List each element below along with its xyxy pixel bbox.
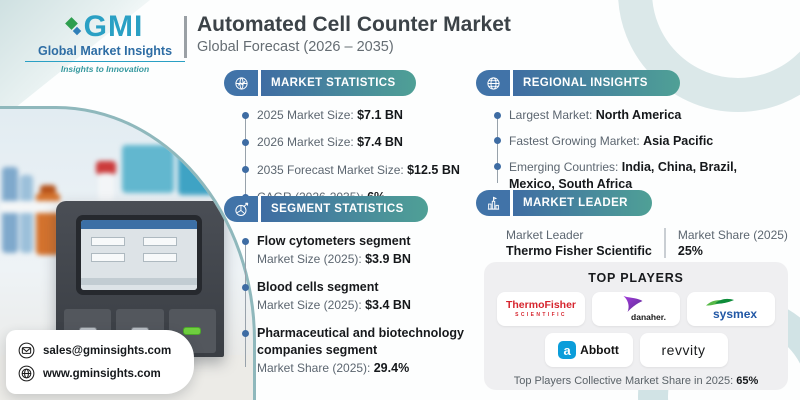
leader-divider: [663, 228, 666, 258]
screen-field: [91, 253, 125, 262]
top-players-row-1: ThermoFisher SCIENTIFIC danaher.: [492, 292, 780, 326]
market-leader-podium-icon: [476, 190, 510, 216]
regional-insights-section: REGIONAL INSIGHTS Largest Market: North …: [476, 70, 792, 202]
screen-field: [143, 253, 177, 262]
contact-email-row[interactable]: sales@gminsights.com: [18, 339, 184, 362]
market-statistics-globe-chart-icon: [224, 70, 258, 96]
leader-label: Market Leader: [506, 228, 584, 242]
list-item: Largest Market: North America: [494, 107, 786, 124]
player-logo-sysmex: sysmex: [687, 292, 775, 326]
segment-statistics-pie-icon: [224, 196, 258, 222]
market-leader-info: Market Leader Thermo Fisher Scientific M…: [506, 228, 792, 258]
list-item: Emerging Countries: India, China, Brazil…: [494, 159, 786, 193]
market-statistics-section: MARKET STATISTICS 2025 Market Size: $7.1…: [224, 70, 462, 217]
abbott-symbol-icon: a: [558, 341, 577, 359]
logo-tagline: Insights to Innovation: [60, 64, 150, 74]
top-players-heading: TOP PLAYERS: [588, 271, 684, 285]
segment-statistics-heading: SEGMENT STATISTICS: [261, 196, 428, 222]
contact-website: www.gminsights.com: [43, 367, 161, 380]
device-screen-bezel: [76, 215, 202, 295]
screen-status-bar: [81, 278, 197, 285]
screen-body: [81, 229, 197, 290]
top-players-footer: Top Players Collective Market Share in 2…: [513, 375, 759, 387]
market-statistics-heading: MARKET STATISTICS: [261, 70, 416, 96]
regional-insights-globe-icon: [476, 70, 510, 96]
leader-share-block: Market Share (2025) 25%: [678, 228, 788, 258]
reagent-bottle-cap: [96, 161, 116, 175]
market-leader-banner: MARKET LEADER: [476, 190, 652, 216]
market-leader-section: MARKET LEADER Market Leader Thermo Fishe…: [476, 190, 792, 258]
lab-equipment: [122, 145, 174, 193]
banner-divider: [258, 196, 261, 222]
market-statistics-list: 2025 Market Size: $7.1 BN 2026 Market Si…: [242, 107, 462, 206]
list-item: 2035 Forecast Market Size: $12.5 BN: [242, 162, 462, 179]
player-logo-danaher: danaher.: [592, 292, 680, 326]
top-players-panel: TOP PLAYERS ThermoFisher SCIENTIFIC dana…: [484, 262, 788, 390]
list-item: Pharmaceutical and biotechnology compani…: [242, 326, 464, 375]
page-title: Automated Cell Counter Market: [197, 13, 511, 36]
player-logo-abbott: a Abbott: [544, 333, 633, 367]
list-item: Blood cells segment Market Size (2025): …: [242, 279, 464, 314]
segment-statistics-banner: SEGMENT STATISTICS: [224, 196, 428, 222]
reagent-bottle: [98, 173, 114, 201]
player-logo-thermofisher: ThermoFisher SCIENTIFIC: [497, 292, 585, 326]
website-globe-icon: [18, 365, 35, 382]
banner-divider: [510, 190, 513, 216]
email-icon: [18, 342, 35, 359]
page-subtitle: Global Forecast (2026 – 2035): [197, 39, 394, 56]
gmi-logo-mark: GMI: [14, 12, 196, 42]
regional-insights-heading: REGIONAL INSIGHTS: [513, 70, 680, 96]
player-logo-revvity: revvity: [639, 333, 728, 367]
sysmex-swoosh-icon: [706, 298, 734, 306]
market-leader-heading: MARKET LEADER: [513, 190, 652, 216]
share-value: 25%: [677, 244, 703, 258]
market-statistics-banner: MARKET STATISTICS: [224, 70, 416, 96]
contact-card: sales@gminsights.com www.gminsights.com: [6, 330, 194, 394]
leader-name: Thermo Fisher Scientific: [506, 244, 652, 258]
page-header: Automated Cell Counter Market Global For…: [184, 13, 511, 58]
leader-name-block: Market Leader Thermo Fisher Scientific: [506, 228, 652, 258]
screen-field: [143, 237, 177, 246]
share-label: Market Share (2025): [677, 228, 788, 242]
contact-email: sales@gminsights.com: [43, 344, 172, 357]
segment-statistics-list: Flow cytometers segment Market Size (202…: [242, 233, 464, 377]
banner-divider: [510, 70, 513, 96]
logo-acronym: GMI: [83, 10, 144, 43]
lab-equipment: [178, 151, 224, 195]
regional-insights-list: Largest Market: North America Fastest Gr…: [494, 107, 786, 193]
screen-field: [91, 237, 125, 246]
contact-website-row[interactable]: www.gminsights.com: [18, 362, 184, 385]
screen-header-bar: [81, 220, 197, 229]
top-players-row-2: a Abbott revvity: [492, 333, 780, 367]
slot-indicator-green: [183, 327, 202, 335]
segment-statistics-section: SEGMENT STATISTICS Flow cytometers segme…: [224, 196, 464, 388]
banner-divider: [258, 70, 261, 96]
device-touchscreen: [81, 220, 197, 290]
gmi-logo: GMI Global Market Insights Insights to I…: [14, 12, 196, 74]
reagent-bottle-cap: [40, 185, 56, 195]
logo-company-name: Global Market Insights: [37, 44, 173, 58]
test-tube: [20, 175, 33, 253]
list-item: 2026 Market Size: $7.4 BN: [242, 134, 462, 151]
logo-divider: [25, 61, 185, 62]
list-item: Fastest Growing Market: Asia Pacific: [494, 133, 786, 150]
list-item: 2025 Market Size: $7.1 BN: [242, 107, 462, 124]
regional-insights-banner: REGIONAL INSIGHTS: [476, 70, 680, 96]
title-accent-bar: [184, 16, 187, 58]
danaher-swoosh-icon: [623, 296, 643, 312]
logo-diamond-icon: [72, 26, 81, 36]
list-item: Flow cytometers segment Market Size (202…: [242, 233, 464, 268]
